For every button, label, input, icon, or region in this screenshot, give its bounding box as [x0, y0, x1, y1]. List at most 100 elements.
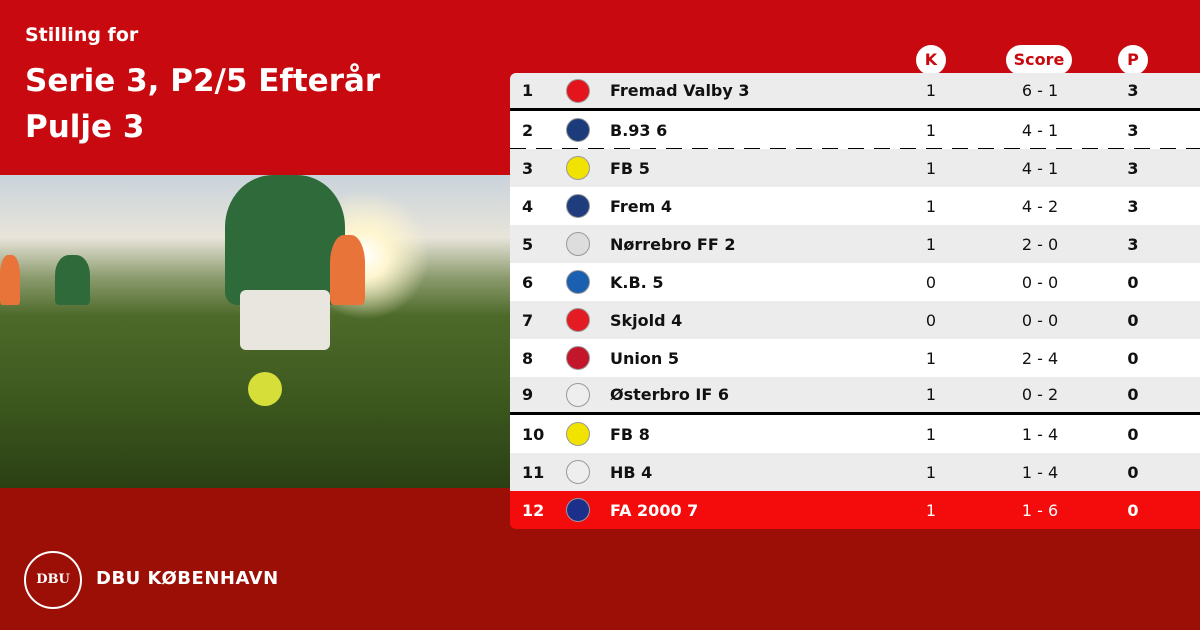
player [330, 235, 365, 305]
rank: 6 [522, 272, 534, 292]
dbu-logo: DBU [24, 551, 82, 609]
points: 0 [1127, 500, 1139, 520]
points: 3 [1127, 196, 1139, 216]
player [55, 255, 90, 305]
points: 0 [1127, 272, 1139, 292]
column-header-k: K [916, 45, 946, 75]
rank: 5 [522, 234, 534, 254]
matches-played: 1 [925, 500, 937, 520]
points: 3 [1127, 234, 1139, 254]
ball [248, 372, 282, 406]
matches-played: 1 [925, 462, 937, 482]
rank: 12 [522, 500, 545, 520]
matches-played: 1 [925, 234, 937, 254]
points: 0 [1127, 462, 1139, 482]
points: 0 [1127, 424, 1139, 444]
points: 0 [1127, 385, 1139, 404]
team-logo-icon [566, 498, 590, 522]
rank: 9 [522, 385, 534, 404]
team-name: Østerbro IF 6 [610, 385, 730, 404]
matches-played: 1 [925, 348, 937, 368]
title-line-1: Serie 3, P2/5 Efterår [25, 63, 381, 99]
team-name: FB 5 [610, 158, 650, 178]
table-row[interactable]: 7 Skjold 4 0 0 - 0 0 [510, 301, 1200, 339]
team-logo-icon [566, 156, 590, 180]
team-name: Union 5 [610, 348, 679, 368]
rank: 10 [522, 424, 545, 444]
score: 1 - 4 [1021, 462, 1059, 482]
matches-played: 1 [925, 196, 937, 216]
team-name: Skjold 4 [610, 310, 683, 330]
rank: 8 [522, 348, 534, 368]
rank: 1 [522, 81, 534, 100]
score: 1 - 4 [1021, 424, 1059, 444]
matches-played: 1 [925, 424, 937, 444]
points: 3 [1127, 120, 1139, 140]
score: 0 - 0 [1021, 272, 1059, 292]
column-header-p: P [1118, 45, 1148, 75]
table-row[interactable]: 4 Frem 4 1 4 - 2 3 [510, 187, 1200, 225]
rank: 2 [522, 120, 534, 140]
team-logo-icon [566, 270, 590, 294]
table-row[interactable]: 8 Union 5 1 2 - 4 0 [510, 339, 1200, 377]
points: 3 [1127, 158, 1139, 178]
matches-played: 0 [925, 310, 937, 330]
score: 4 - 1 [1021, 158, 1059, 178]
team-logo-icon [566, 308, 590, 332]
score: 0 - 2 [1021, 385, 1059, 404]
table-row[interactable]: 3 FB 5 1 4 - 1 3 [510, 149, 1200, 187]
rank: 3 [522, 158, 534, 178]
team-logo-icon [566, 346, 590, 370]
page-title: Serie 3, P2/5 Efterår Pulje 3 [25, 58, 380, 150]
matches-played: 0 [925, 272, 937, 292]
player [0, 255, 20, 305]
score: 2 - 0 [1021, 234, 1059, 254]
matches-played: 1 [925, 385, 937, 404]
matches-played: 1 [925, 120, 937, 140]
table-row[interactable]: 5 Nørrebro FF 2 1 2 - 0 3 [510, 225, 1200, 263]
points: 3 [1127, 81, 1139, 100]
team-logo-icon [566, 232, 590, 256]
matches-played: 1 [925, 81, 937, 100]
table-row[interactable]: 1 Fremad Valby 3 1 6 - 1 3 [510, 73, 1200, 111]
points: 0 [1127, 310, 1139, 330]
team-name: K.B. 5 [610, 272, 664, 292]
rank: 7 [522, 310, 534, 330]
score: 1 - 6 [1021, 500, 1059, 520]
player [225, 175, 345, 305]
table-row[interactable]: 11 HB 4 1 1 - 4 0 [510, 453, 1200, 491]
table-row[interactable]: 12 FA 2000 7 1 1 - 6 0 [510, 491, 1200, 529]
football-photo [0, 175, 510, 488]
standings-table: 1 Fremad Valby 3 1 6 - 1 3 2 B.93 6 1 4 - 1 3 3 FB … [510, 73, 1200, 529]
brand-name: DBU KØBENHAVN [96, 568, 279, 589]
rank: 11 [522, 462, 545, 482]
team-logo-icon [566, 382, 590, 407]
team-logo-icon [566, 422, 590, 446]
table-row[interactable]: 6 K.B. 5 0 0 - 0 0 [510, 263, 1200, 301]
team-logo-icon [566, 460, 590, 484]
title-line-2: Pulje 3 [25, 109, 145, 145]
subtitle: Stilling for [25, 24, 139, 46]
team-name: HB 4 [610, 462, 653, 482]
score: 6 - 1 [1021, 81, 1059, 100]
team-name: Frem 4 [610, 196, 673, 216]
score: 4 - 1 [1021, 120, 1059, 140]
score: 4 - 2 [1021, 196, 1059, 216]
team-name: B.93 6 [610, 120, 668, 140]
player-shorts [240, 290, 330, 350]
team-logo-icon [566, 78, 590, 103]
score: 2 - 4 [1021, 348, 1059, 368]
rank: 4 [522, 196, 534, 216]
team-name: Nørrebro FF 2 [610, 234, 736, 254]
table-row[interactable]: 9 Østerbro IF 6 1 0 - 2 0 [510, 377, 1200, 415]
team-name: FA 2000 7 [610, 500, 699, 520]
table-row[interactable]: 2 B.93 6 1 4 - 1 3 [510, 111, 1200, 151]
team-name: Fremad Valby 3 [610, 81, 750, 100]
team-name: FB 8 [610, 424, 650, 444]
points: 0 [1127, 348, 1139, 368]
table-row[interactable]: 10 FB 8 1 1 - 4 0 [510, 415, 1200, 453]
column-header-score: Score [1006, 45, 1072, 75]
team-logo-icon [566, 194, 590, 218]
score: 0 - 0 [1021, 310, 1059, 330]
matches-played: 1 [925, 158, 937, 178]
